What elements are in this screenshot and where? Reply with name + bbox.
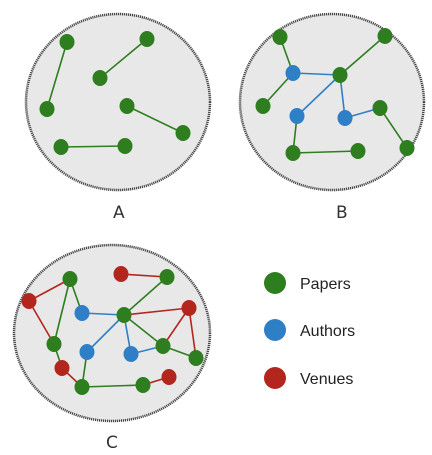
panel-b-node-paper — [255, 98, 271, 114]
panel-b-node-paper — [350, 143, 366, 159]
panel-c-node-venue — [21, 293, 37, 309]
legend-venues-swatch — [264, 367, 286, 389]
panel-c: C — [12, 243, 212, 453]
panel-c-edge-author — [86, 314, 125, 353]
panel-c-edge-venue — [28, 300, 55, 345]
panel-a-node-paper — [92, 70, 108, 86]
panel-a-node-paper — [175, 125, 191, 141]
panel-c-node-paper — [46, 336, 62, 352]
panel-c-node-paper — [135, 377, 151, 393]
panel-a-node-paper — [139, 31, 155, 47]
legend-item-authors: Authors — [264, 319, 355, 341]
panel-a: A — [24, 12, 212, 223]
panel-b: B — [238, 12, 426, 223]
panel-a-node-paper — [39, 101, 55, 117]
legend-authors-label: Authors — [300, 323, 355, 340]
panel-b-node-paper — [285, 145, 301, 161]
panel-c-edge-paper — [81, 384, 144, 388]
panel-c-node-paper — [188, 350, 204, 366]
panel-b-node-paper — [377, 28, 393, 44]
panel-c-node-author — [123, 346, 139, 362]
panel-c-edge-paper — [123, 314, 164, 347]
legend-authors-swatch — [264, 319, 286, 341]
panel-c-node-paper — [62, 271, 78, 287]
panel-b-node-paper — [372, 100, 388, 116]
panel-c-node-paper — [74, 379, 90, 395]
panel-c-circle — [12, 243, 212, 423]
panel-c-node-venue — [181, 300, 197, 316]
panel-c-edge-paper — [123, 276, 168, 316]
panel-c-edge-venue — [188, 307, 197, 359]
legend-item-papers: Papers — [264, 272, 351, 294]
panel-a-edge-paper — [60, 145, 126, 148]
panel-b-edge-author — [292, 72, 341, 76]
panel-b-edge-paper — [292, 150, 359, 154]
panel-c-node-author — [74, 305, 90, 321]
panel-b-node-author — [285, 65, 301, 81]
panel-c-node-venue — [54, 360, 70, 376]
panel-a-edge-paper — [126, 105, 184, 134]
panel-c-node-paper — [159, 269, 175, 285]
panel-a-edge-paper — [46, 41, 68, 110]
panel-b-node-author — [337, 110, 353, 126]
panel-c-edge-venue — [120, 273, 168, 278]
panel-b-edge-paper — [339, 35, 386, 76]
panel-c-node-paper — [116, 307, 132, 323]
panel-c-edge-paper — [53, 278, 71, 345]
panel-a-node-paper — [117, 138, 133, 154]
panel-a-node-paper — [59, 34, 75, 50]
panel-b-node-author — [289, 108, 305, 124]
panel-c-edge-venue — [28, 278, 71, 302]
panel-a-circle — [24, 12, 212, 192]
panel-b-edge-paper — [379, 107, 408, 149]
legend-papers-swatch — [264, 272, 286, 294]
panel-b-node-paper — [332, 67, 348, 83]
panel-c-node-paper — [155, 338, 171, 354]
panel-c-node-venue — [113, 266, 129, 282]
panel-a-edge-paper — [99, 38, 148, 79]
panel-a-label: A — [113, 203, 125, 223]
panel-b-edge-author — [296, 74, 341, 117]
legend-venues-label: Venues — [300, 371, 353, 388]
legend-item-venues: Venues — [264, 367, 353, 389]
panel-a-node-paper — [53, 139, 69, 155]
panel-b-node-paper — [272, 29, 288, 45]
panel-c-node-venue — [161, 369, 177, 385]
panel-a-node-paper — [119, 98, 135, 114]
panel-c-edge-venue — [123, 307, 190, 316]
panel-c-label: C — [106, 433, 118, 453]
legend: Papers Authors Venues — [264, 272, 355, 389]
legend-papers-label: Papers — [300, 276, 351, 293]
panel-b-label: B — [336, 203, 348, 223]
panel-b-node-paper — [399, 140, 415, 156]
panel-b-circle — [238, 12, 426, 192]
panel-c-node-author — [79, 344, 95, 360]
